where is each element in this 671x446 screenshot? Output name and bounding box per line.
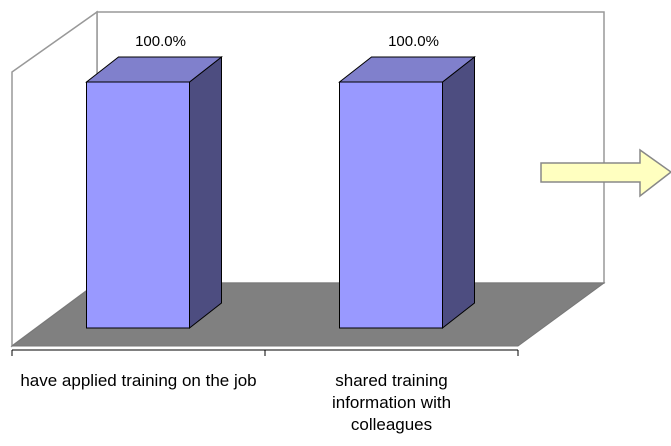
- bar: [339, 81, 443, 329]
- bar: [86, 81, 190, 329]
- label-line: colleagues: [351, 415, 432, 434]
- data-label: 100.0%: [388, 33, 439, 50]
- label-line: shared training: [335, 371, 447, 390]
- label-line: information with: [332, 393, 451, 412]
- data-label: 100.0%: [135, 33, 186, 50]
- bar-side: [189, 55, 222, 330]
- arrow: [540, 148, 671, 198]
- bar-side: [442, 55, 475, 330]
- x-tick-label: shared training information with colleague…: [332, 371, 451, 434]
- label-line: have applied training on the job: [20, 371, 256, 390]
- x-tick-label: have applied training on the job: [20, 371, 256, 390]
